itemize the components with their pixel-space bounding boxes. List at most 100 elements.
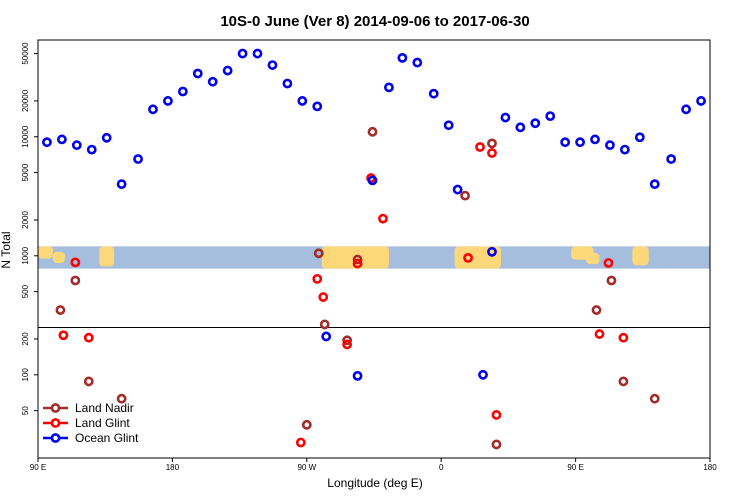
- land-glint-point: [318, 292, 329, 302]
- land-glint-point: [487, 148, 497, 158]
- world-map-band: [38, 246, 710, 269]
- legend-marker-land-nadir: [50, 403, 61, 413]
- ocean-glint-point: [634, 132, 645, 143]
- ocean-glint-point: [590, 134, 600, 145]
- land-nadir-point: [591, 305, 602, 315]
- ocean-glint-point: [619, 144, 630, 155]
- plot-frame: [37, 39, 711, 459]
- y-axis: 50 100 200 500 1000 2000 5000 10000 20000 50000: [21, 42, 38, 415]
- ocean-glint-point: [452, 184, 463, 195]
- land-nadir-point: [313, 248, 324, 259]
- ocean-glint-point: [86, 144, 97, 155]
- ocean-glint-point: [237, 48, 248, 59]
- ocean-glint-point: [207, 76, 218, 87]
- x-tick-label: 180: [166, 463, 180, 472]
- y-tick-label: 500: [21, 284, 30, 298]
- land-indonesia-1: [38, 246, 53, 259]
- ocean-glint-point: [116, 179, 127, 190]
- land-glint-point: [491, 410, 502, 420]
- ocean-glint-point: [384, 82, 394, 93]
- land-glint-point: [463, 252, 473, 263]
- land-glint-point: [618, 332, 629, 343]
- legend-marker-ocean-glint: [50, 433, 61, 443]
- legend-label-ocean-glint: Ocean Glint: [75, 431, 139, 445]
- legend-label-land-nadir: Land Nadir: [75, 401, 134, 415]
- land-nadir-point: [55, 305, 66, 315]
- ocean-glint-point: [282, 78, 293, 89]
- land-glint-point: [312, 273, 323, 284]
- land-new-guinea-2: [632, 246, 649, 266]
- x-tick-label: 0: [439, 463, 444, 472]
- y-tick-label: 1000: [21, 246, 30, 264]
- legend-marker-land-glint: [50, 418, 61, 428]
- x-axis-label: Longitude (deg E): [327, 476, 422, 490]
- land-nadir-point: [352, 254, 363, 265]
- y-tick-label: 20000: [21, 89, 30, 112]
- x-tick-label: 90 E: [30, 463, 46, 472]
- land-glint-point: [603, 258, 614, 268]
- x-tick-label: 180: [703, 463, 717, 472]
- land-nadir-point: [116, 393, 127, 404]
- ocean-glint-point: [545, 111, 556, 122]
- land-glint-point: [295, 437, 306, 448]
- y-axis-label: N Total: [0, 231, 13, 268]
- ocean-glint-point: [71, 140, 82, 151]
- y-tick-label: 200: [21, 332, 30, 346]
- x-tick-label: 90 E: [567, 463, 583, 472]
- land-nadir-point: [319, 319, 330, 330]
- land-nadir-point: [606, 275, 617, 286]
- ocean-glint-point: [515, 122, 526, 133]
- ocean-glint-point: [428, 88, 439, 99]
- ocean-glint-point: [252, 48, 263, 59]
- y-tick-label: 100: [21, 368, 30, 382]
- land-nadir-point: [367, 126, 378, 137]
- land-nadir-point: [649, 393, 660, 404]
- land-new-guinea: [99, 246, 115, 267]
- y-tick-label: 5000: [21, 163, 30, 181]
- y-tick-label: 50: [21, 406, 30, 415]
- data-points: [42, 48, 706, 450]
- ocean-glint-point: [222, 65, 233, 76]
- ocean-glint-point: [367, 175, 378, 186]
- land-nadir-point: [618, 376, 629, 387]
- ocean-glint-point: [605, 140, 615, 151]
- ocean-glint-point: [500, 112, 511, 123]
- ocean-glint-point: [696, 96, 706, 106]
- land-nadir-point: [83, 376, 94, 387]
- land-glint-point: [594, 329, 605, 339]
- ocean-glint-point: [42, 137, 52, 148]
- land-glint-point: [342, 339, 353, 350]
- ocean-glint-point: [412, 57, 423, 68]
- ocean-glint-point: [666, 154, 677, 164]
- ocean-glint-point: [321, 331, 332, 342]
- ocean-glint-point: [148, 104, 158, 115]
- land-nadir-point: [301, 419, 312, 430]
- legend-label-land-glint: Land Glint: [75, 416, 130, 430]
- land-glint-point: [378, 213, 388, 224]
- ocean-glint-point: [56, 134, 67, 145]
- land-nadir-point: [460, 190, 470, 201]
- land-glint-point: [475, 142, 485, 152]
- land-glint-point: [83, 332, 94, 343]
- land-indonesia-4: [586, 253, 600, 265]
- land-nadir-point: [487, 138, 497, 149]
- x-tick-label: 90 W: [297, 463, 316, 472]
- land-nadir-point: [491, 439, 502, 450]
- chart-title: 10S-0 June (Ver 8) 2014-09-06 to 2017-06…: [220, 13, 529, 30]
- y-tick-label: 50000: [21, 42, 30, 65]
- ocean-glint-point: [478, 369, 488, 380]
- land-indonesia-2: [52, 251, 65, 264]
- y-tick-label: 2000: [21, 211, 30, 229]
- land-glint-point: [352, 258, 363, 269]
- ocean-glint-point: [312, 101, 323, 112]
- land-glint-point: [70, 257, 81, 268]
- ocean-glint-point: [443, 120, 454, 131]
- ocean-glint-point: [649, 179, 660, 190]
- ocean-glint-point: [163, 96, 173, 106]
- ocean-glint-point: [487, 246, 497, 257]
- ocean-glint-point: [352, 370, 363, 381]
- ocean-glint-point: [681, 104, 692, 115]
- ocean-glint-point: [297, 96, 308, 106]
